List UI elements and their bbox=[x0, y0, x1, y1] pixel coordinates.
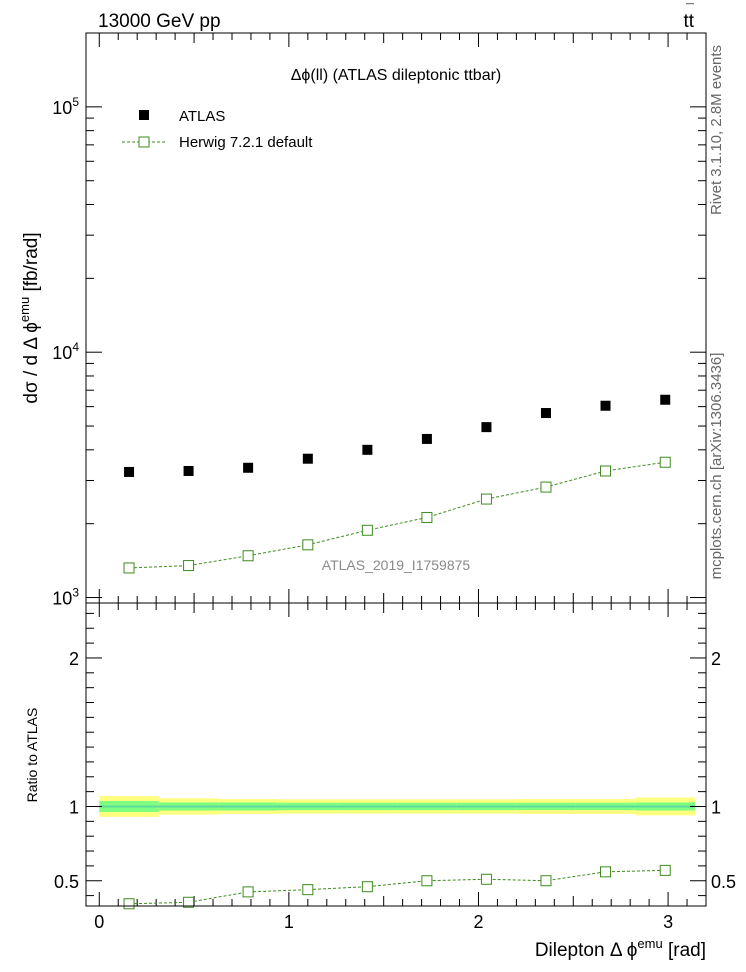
herwig-point bbox=[480, 493, 492, 505]
main-y-tick-label-base: 10 bbox=[52, 589, 72, 609]
ratio-y-tick-label: 1 bbox=[69, 797, 79, 817]
legend: ATLAS Herwig 7.2.1 default bbox=[122, 108, 313, 151]
herwig-point bbox=[659, 456, 671, 468]
ratio-y-tick-label: 0.5 bbox=[54, 872, 79, 892]
mcplots-label: mcplots.cern.ch [arXiv:1306.3436] bbox=[708, 353, 725, 580]
herwig-point bbox=[242, 550, 254, 562]
ratio-mc-series bbox=[123, 864, 671, 910]
x-axis-title: Dilepton Δ ϕemu [rad] bbox=[535, 936, 706, 961]
herwig-point bbox=[302, 539, 314, 551]
ratio-y-tick-label-right: 0.5 bbox=[711, 872, 736, 892]
ratio-herwig-point bbox=[361, 881, 373, 893]
chart-title: Δϕ(ll) (ATLAS dileptonic ttbar) bbox=[291, 67, 502, 84]
atlas-point bbox=[600, 400, 611, 411]
ratio-herwig-point bbox=[659, 864, 671, 876]
ratio-y-axis-title: Ratio to ATLAS bbox=[24, 708, 40, 803]
x-axis-title-unit: [rad] bbox=[663, 940, 706, 961]
ratio-herwig-point bbox=[421, 875, 433, 887]
rivet-label: Rivet 3.1.10, 2.8M events bbox=[708, 45, 725, 215]
atlas-point bbox=[540, 408, 551, 419]
x-tick-label: 1 bbox=[284, 912, 294, 932]
atlas-point bbox=[124, 466, 135, 477]
ratio-herwig-point bbox=[183, 896, 195, 908]
main-y-axis-title: dσ / d Δ ϕemu [fb/rad] bbox=[17, 232, 42, 403]
ratio-herwig-line bbox=[129, 869, 666, 905]
ratio-herwig-point bbox=[123, 898, 135, 910]
main-y-tick-label: 105 bbox=[52, 95, 79, 118]
herwig-point bbox=[540, 481, 552, 493]
ratio-herwig-point bbox=[242, 886, 254, 898]
ratio-y-tick-label-right: 1 bbox=[711, 797, 721, 817]
ratio-frame bbox=[85, 602, 707, 907]
main-y-axis-title-base: dσ / d Δ ϕ bbox=[21, 322, 42, 404]
ratio-y-tick-label-right: 2 bbox=[711, 649, 721, 669]
ratio-herwig-point bbox=[302, 884, 314, 896]
ratio-uncertainty-band bbox=[99, 796, 696, 817]
atlas-point bbox=[243, 462, 254, 473]
x-tick-label: 0 bbox=[94, 912, 104, 932]
process-label-main: tt bbox=[683, 11, 694, 32]
analysis-tag: ATLAS_2019_I1759875 bbox=[322, 557, 471, 573]
ratio-herwig-point bbox=[540, 875, 552, 887]
main-y-tick-label-exp: 3 bbox=[72, 586, 79, 600]
ratio-y-tick-label: 2 bbox=[69, 649, 79, 669]
main-y-tick-label: 104 bbox=[52, 340, 79, 363]
x-tick-label: 2 bbox=[473, 912, 483, 932]
ratio-x-axis-ticks bbox=[98, 603, 707, 906]
legend-marker-atlas bbox=[139, 110, 149, 120]
main-y-tick-label-base: 10 bbox=[52, 343, 72, 363]
atlas-point bbox=[183, 465, 194, 476]
main-mc-series bbox=[123, 456, 671, 574]
x-axis-title-base: Dilepton Δ ϕ bbox=[535, 940, 638, 961]
ratio-herwig-point bbox=[600, 866, 612, 878]
ratio-herwig-point bbox=[480, 873, 492, 885]
herwig-point bbox=[361, 524, 373, 536]
main-y-axis-title-sup: emu bbox=[17, 297, 32, 322]
atlas-point bbox=[421, 433, 432, 444]
process-label: tt bbox=[683, 11, 694, 32]
x-axis-title-sup: emu bbox=[637, 936, 662, 951]
legend-label-atlas: ATLAS bbox=[179, 108, 225, 125]
main-y-tick-label-exp: 4 bbox=[72, 340, 79, 354]
process-bar: ¯ bbox=[685, 1, 694, 17]
ratio-panel: 0.5 0.5 1 1 2 2 0 1 2 3 bbox=[54, 602, 736, 932]
x-tick-label: 3 bbox=[663, 912, 673, 932]
main-y-tick-label: 103 bbox=[52, 586, 79, 609]
beam-label: 13000 GeV pp bbox=[98, 11, 221, 32]
main-y-tick-label-base: 10 bbox=[52, 98, 72, 118]
atlas-point bbox=[660, 394, 671, 405]
herwig-point bbox=[600, 465, 612, 477]
herwig-point bbox=[123, 562, 135, 574]
herwig-point bbox=[421, 511, 433, 523]
main-data-series bbox=[124, 394, 671, 477]
ratio-y-axis-ticks bbox=[86, 612, 706, 897]
atlas-point bbox=[481, 422, 492, 433]
ratio-x-axis-labels: 0 1 2 3 bbox=[94, 912, 673, 932]
legend-marker-herwig bbox=[138, 136, 150, 148]
legend-label-herwig: Herwig 7.2.1 default bbox=[179, 134, 313, 151]
herwig-line bbox=[129, 461, 666, 569]
atlas-point bbox=[302, 453, 313, 464]
atlas-point bbox=[362, 444, 373, 455]
herwig-point bbox=[183, 560, 195, 572]
ratio-y-axis-labels: 0.5 0.5 1 1 2 2 bbox=[54, 649, 736, 892]
main-y-tick-label-exp: 5 bbox=[72, 95, 79, 109]
main-x-axis-ticks bbox=[98, 33, 707, 603]
main-y-axis-title-unit: [fb/rad] bbox=[21, 232, 42, 296]
